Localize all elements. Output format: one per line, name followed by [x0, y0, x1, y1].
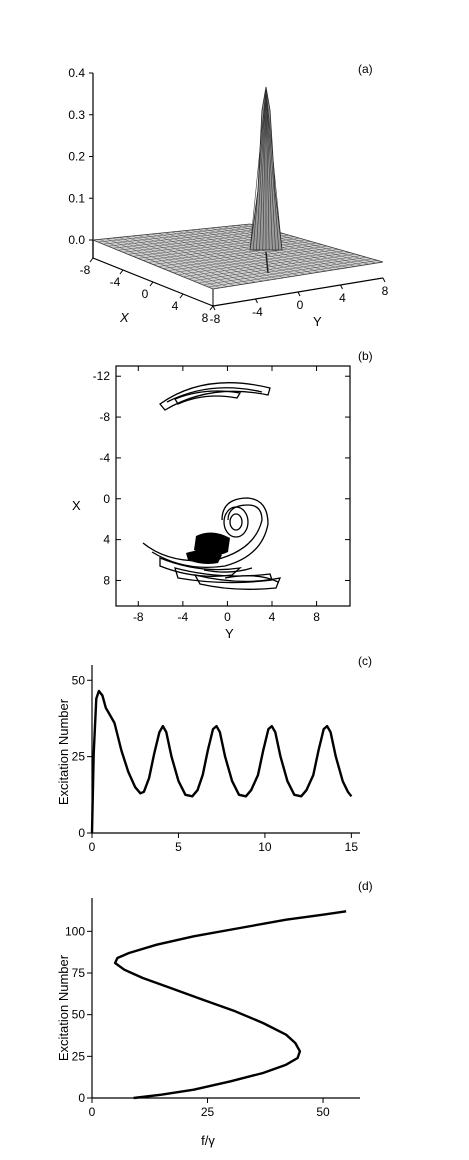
panel-a-dip: [265, 251, 269, 274]
panel-d-series-line: [113, 910, 347, 1100]
panel-b-x-tick-label: 4: [269, 610, 276, 624]
panel-a-y-tick-label: 8: [382, 284, 389, 298]
panel-b-y-tick-label: -4: [99, 451, 110, 465]
panel-a-x-tick-label: -8: [80, 263, 91, 277]
panel-a-peak-mesh: [249, 87, 283, 251]
panel-d-y-tick-label: 75: [72, 966, 86, 980]
panel-c-y-tick-label: 50: [72, 673, 86, 687]
panel-a-y-tick: [255, 298, 258, 304]
panel-c-y-axis-label: Excitation Number: [56, 698, 71, 805]
panel-a-z-tick-label: 0.4: [68, 66, 85, 80]
panel-a-y-tick: [212, 305, 216, 311]
panel-d-x-tick-label: 50: [316, 1105, 330, 1119]
panel-a-y-tick: [382, 277, 386, 283]
panel-b-x-tick-label: -8: [133, 610, 144, 624]
panel-d-x-tick-label: 25: [201, 1105, 215, 1119]
panel-a-y-tick-label: 0: [297, 298, 304, 312]
panel-b-dense-contour: [186, 532, 230, 564]
panel-a-x-tick: [179, 293, 184, 299]
panel-d-x-tick-label: 0: [89, 1105, 96, 1119]
panel-b-frame: [115, 365, 351, 607]
panel-c-y-tick-label: 0: [78, 826, 85, 840]
panel-a-y-tick-label: -4: [252, 305, 263, 319]
panel-b-x-axis-label: Y: [225, 626, 234, 641]
panel-d-y-tick-label: 50: [72, 1008, 86, 1022]
panel-b-y-tick-label: 8: [103, 573, 110, 587]
panel-d-y-tick-label: 0: [78, 1091, 85, 1105]
panel-d: (d) 0 25 50 0 25 50 75 100 Excitation Number f/…: [56, 879, 373, 1148]
panel-a-x-axis-label: X: [119, 310, 130, 325]
panel-a-z-tick-label: 0.0: [68, 233, 85, 247]
panel-a-x-tick-label: 0: [142, 287, 149, 301]
panel-b-lower-contour: [142, 497, 282, 590]
panel-b-label: (b): [358, 349, 373, 363]
panel-a-x-tick: [149, 281, 154, 287]
panel-b-y-tick-label: -12: [93, 369, 111, 383]
panel-a-x-tick-label: 4: [172, 299, 179, 313]
panel-a-x-tick: [89, 257, 94, 263]
panel-d-x-axis-label: f/γ: [201, 1133, 215, 1148]
panel-d-y-tick-label: 25: [72, 1049, 86, 1063]
panel-c-series-line: [90, 689, 353, 834]
panel-a-z-tick-label: 0.3: [68, 108, 85, 122]
panel-d-y-tick-label: 100: [65, 924, 85, 938]
panel-a-x-tick: [119, 269, 124, 275]
panel-a-z-tick-label: 0.1: [68, 191, 85, 205]
panel-c-y-tick-label: 25: [72, 750, 86, 764]
panel-c-x-tick-label: 15: [345, 840, 359, 854]
panel-b-upper-contour: [159, 382, 271, 411]
panel-a-y-tick: [297, 291, 301, 297]
panel-b-x-tick-label: 0: [224, 610, 231, 624]
panel-c-x-tick-label: 0: [89, 840, 96, 854]
panel-c-x-tick-label: 10: [258, 840, 272, 854]
panel-b-y-tick-label: -8: [99, 410, 110, 424]
panel-c-x-tick-label: 5: [175, 840, 182, 854]
panel-b-y-tick-label: 4: [103, 533, 110, 547]
panel-b-x-tick-label: 8: [313, 610, 320, 624]
panel-a-y-tick-label: -8: [210, 312, 221, 326]
panel-a: (a) 0.0 0.1 0.2 0.3 0.4 -8 -4 0 4 8 -8 -4 0 4 8 X Y: [68, 62, 388, 329]
panel-a-label: (a): [358, 62, 373, 76]
panel-a-y-axis-label: Y: [313, 314, 322, 329]
panel-a-y-tick: [340, 284, 343, 290]
panel-a-x-tick-label: -4: [110, 275, 121, 289]
panel-b-x-tick-label: -4: [178, 610, 189, 624]
panel-a-z-tick-label: 0.2: [68, 150, 85, 164]
panel-a-y-tick-label: 4: [339, 291, 346, 305]
panel-a-x-tick: [209, 305, 214, 311]
panel-b-y-axis-label: X: [72, 498, 81, 513]
panel-b-y-tick-label: 0: [103, 492, 110, 506]
panel-b: (b) -8 -4 0 4 8 -12 -8 -4 0 4 8 X Y: [72, 349, 373, 641]
panel-c-label: (c): [358, 654, 372, 668]
panel-a-x-tick-label: 8: [202, 311, 209, 325]
panel-d-y-axis-label: Excitation Number: [56, 954, 71, 1061]
panel-d-label: (d): [358, 879, 373, 893]
panel-c: (c) 0 5 10 15 0 25 50 Excitation Number: [56, 654, 372, 854]
